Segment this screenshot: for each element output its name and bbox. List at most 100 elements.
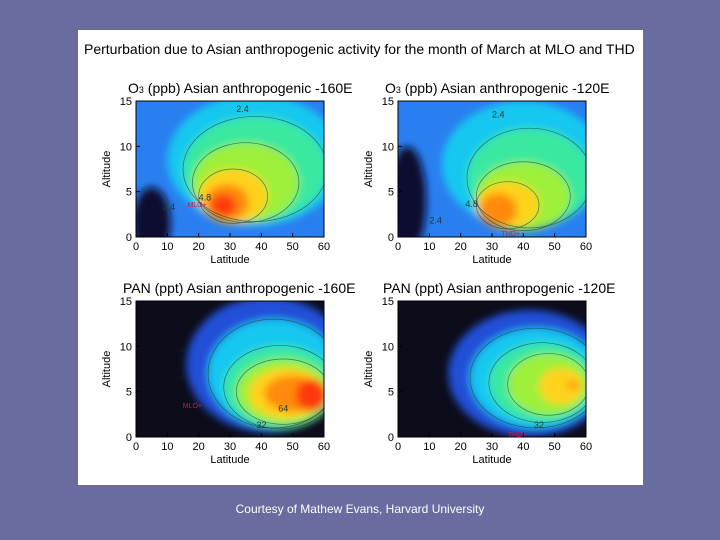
- x-tick-label: 10: [161, 241, 173, 253]
- contour-line: [488, 342, 586, 423]
- x-tick-label: 0: [133, 441, 139, 453]
- x-tick-label: 0: [395, 241, 401, 253]
- x-tick-label: 10: [423, 441, 435, 453]
- heatmap-field: [136, 101, 324, 237]
- contour-line: [235, 358, 324, 425]
- y-axis-label: Altitude: [101, 351, 113, 388]
- y-axis-label: Altitude: [101, 151, 113, 188]
- contour-label: 4.8: [465, 199, 478, 209]
- heatmap-field: [448, 310, 586, 437]
- heatmap-low-region: [136, 187, 171, 237]
- contour-line: [207, 318, 324, 429]
- heatmap-o3-160e: 0 10 20 30 40 50 60 0 5 10 15 Latitude Altitude 2.4 2.…: [101, 96, 330, 266]
- y-axis-label: Altitude: [363, 151, 375, 188]
- x-tick-label: 10: [161, 441, 173, 453]
- x-axis-label: Latitude: [210, 454, 249, 466]
- heatmap-level: [479, 193, 518, 227]
- y-tick-label: 5: [126, 187, 132, 199]
- species-subscript: 3: [395, 85, 401, 95]
- contour-line: [469, 327, 586, 429]
- site-marker: MLO+: [187, 202, 206, 209]
- x-tick-label: 20: [455, 441, 467, 453]
- contour-label: 32: [256, 420, 266, 430]
- title-rest: (ppb) Asian anthropogenic -120E: [400, 80, 610, 96]
- contour-label: 2.4: [492, 109, 505, 119]
- y-tick-label: 5: [388, 387, 394, 399]
- contour-line: [192, 142, 300, 223]
- panel-title-o3-120e: O3 (ppb) Asian anthropogenic -120E: [385, 80, 610, 96]
- heatmap-pan-120e: 0 10 20 30 40 50 60 0 5 10 15 Latitude Altitude 32 THD…: [363, 296, 592, 466]
- heatmap-o3-120e: 0 10 20 30 40 50 60 0 5 10 15 Latitude Altitude 2.4 2.…: [363, 96, 592, 266]
- title-rest: (ppt) Asian anthropogenic -120E: [410, 280, 616, 296]
- site-marker: THD+: [502, 231, 520, 238]
- species-label: O: [128, 80, 139, 96]
- contour-line: [466, 127, 586, 229]
- contour-line: [507, 353, 586, 416]
- title-rest: (ppb) Asian anthropogenic -160E: [143, 80, 353, 96]
- x-tick-label: 50: [287, 241, 299, 253]
- panel-title-pan-160e: PAN (ppt) Asian anthropogenic -160E: [123, 280, 355, 296]
- site-marker: MLO+: [183, 403, 202, 410]
- x-tick-label: 30: [224, 441, 236, 453]
- x-tick-label: 60: [580, 241, 592, 253]
- heatmap-low-region: [398, 146, 427, 237]
- x-tick-label: 0: [395, 441, 401, 453]
- heatmap-field: [398, 101, 586, 237]
- contour-line: [475, 181, 540, 230]
- y-tick-label: 5: [126, 387, 132, 399]
- x-tick-label: 40: [517, 441, 529, 453]
- x-tick-label: 50: [549, 441, 561, 453]
- heatmap-pan-160e: 0 10 20 30 40 50 60 0 5 10 15 Latitude Altitude 64 32 M…: [101, 296, 330, 466]
- y-tick-label: 10: [120, 341, 132, 353]
- y-tick-label: 10: [382, 341, 394, 353]
- x-tick-label: 30: [486, 441, 498, 453]
- x-tick-label: 60: [318, 441, 330, 453]
- y-tick-label: 10: [120, 141, 132, 153]
- species-label: PAN: [123, 280, 151, 296]
- contour-line: [223, 345, 324, 430]
- y-tick-label: 15: [120, 296, 132, 308]
- x-tick-label: 60: [318, 241, 330, 253]
- heatmap-level: [539, 368, 583, 405]
- contour-label: 2.4: [236, 104, 249, 114]
- site-marker: THD+: [508, 432, 526, 439]
- panel-title-o3-160e: O3 (ppb) Asian anthropogenic -160E: [128, 80, 353, 96]
- x-tick-label: 60: [580, 441, 592, 453]
- heatmap-field: [186, 301, 324, 433]
- contour-line: [475, 161, 571, 232]
- credit-text: Courtesy of Mathew Evans, Harvard Univer…: [235, 502, 485, 516]
- x-tick-label: 30: [486, 241, 498, 253]
- y-tick-label: 15: [120, 96, 132, 108]
- x-tick-label: 30: [224, 241, 236, 253]
- x-tick-label: 40: [517, 241, 529, 253]
- x-tick-label: 10: [423, 241, 435, 253]
- x-tick-label: 20: [455, 241, 467, 253]
- contour-label: 2.4: [429, 215, 442, 225]
- x-tick-label: 0: [133, 241, 139, 253]
- x-tick-label: 40: [255, 241, 267, 253]
- contour-label: 4.8: [199, 193, 212, 203]
- x-tick-label: 20: [193, 441, 205, 453]
- y-tick-label: 0: [126, 432, 132, 444]
- y-tick-label: 15: [382, 296, 394, 308]
- title-rest: (ppt) Asian anthropogenic -160E: [150, 280, 356, 296]
- heatmap-level: [567, 381, 580, 389]
- y-tick-label: 10: [382, 141, 394, 153]
- x-axis-label: Latitude: [472, 454, 511, 466]
- contour-label: 32: [534, 420, 544, 430]
- species-label: O: [385, 80, 396, 96]
- x-tick-label: 40: [255, 441, 267, 453]
- x-tick-label: 50: [549, 241, 561, 253]
- y-tick-label: 15: [382, 96, 394, 108]
- y-tick-label: 0: [388, 232, 394, 244]
- contour-label: 64: [278, 404, 288, 414]
- contour-line: [198, 168, 268, 224]
- y-axis-label: Altitude: [363, 351, 375, 388]
- heatmap-level: [295, 378, 324, 412]
- x-axis-label: Latitude: [472, 254, 511, 266]
- x-tick-label: 20: [193, 241, 205, 253]
- species-subscript: 3: [138, 85, 144, 95]
- y-tick-label: 0: [388, 432, 394, 444]
- contour-label: 2.4: [163, 202, 176, 212]
- species-label: PAN: [383, 280, 411, 296]
